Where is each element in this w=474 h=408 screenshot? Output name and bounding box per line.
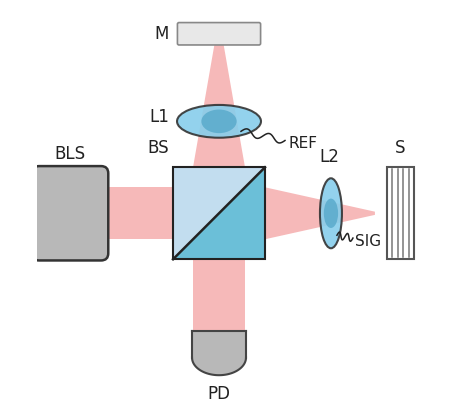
Bar <box>192 331 246 357</box>
Ellipse shape <box>177 105 261 138</box>
Ellipse shape <box>324 199 338 228</box>
Polygon shape <box>193 27 245 167</box>
Text: SIG: SIG <box>355 234 381 249</box>
Text: BS: BS <box>147 139 169 157</box>
Text: L1: L1 <box>149 109 169 126</box>
Polygon shape <box>173 167 265 259</box>
FancyBboxPatch shape <box>32 166 108 260</box>
Text: S: S <box>395 139 406 157</box>
Polygon shape <box>173 167 265 259</box>
FancyBboxPatch shape <box>177 22 261 45</box>
Text: M: M <box>155 25 169 43</box>
Polygon shape <box>192 357 246 375</box>
Text: L2: L2 <box>319 148 339 166</box>
Bar <box>387 167 414 259</box>
Text: BLS: BLS <box>55 145 86 163</box>
Polygon shape <box>265 187 375 239</box>
Ellipse shape <box>320 178 342 248</box>
Bar <box>173 167 265 259</box>
Bar <box>193 259 245 331</box>
Ellipse shape <box>201 109 237 133</box>
Text: REF: REF <box>289 136 318 151</box>
Bar <box>103 187 173 239</box>
Text: PD: PD <box>208 385 230 403</box>
